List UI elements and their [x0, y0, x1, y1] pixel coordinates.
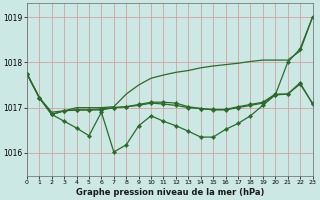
X-axis label: Graphe pression niveau de la mer (hPa): Graphe pression niveau de la mer (hPa) — [76, 188, 264, 197]
